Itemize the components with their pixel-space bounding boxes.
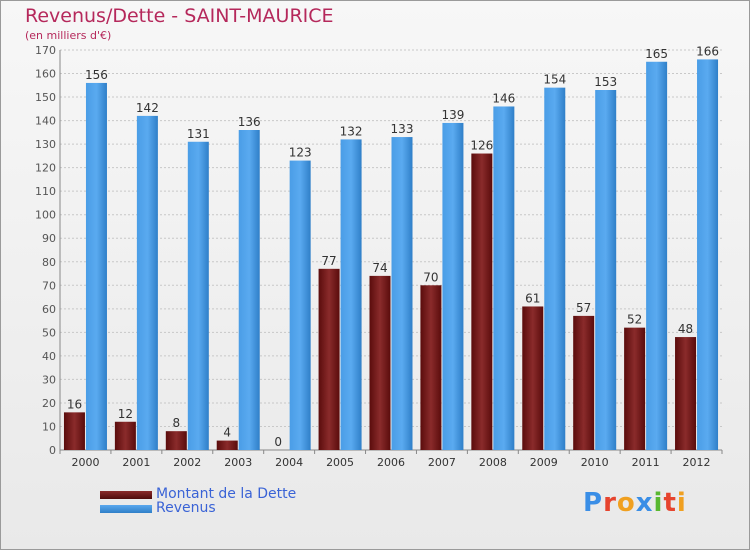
bar-revenus bbox=[595, 90, 617, 450]
data-label-revenus: 131 bbox=[187, 127, 210, 141]
legend-swatch-revenus bbox=[100, 505, 152, 513]
bar-revenus bbox=[187, 141, 209, 450]
data-label-revenus: 146 bbox=[492, 91, 515, 105]
legend-label-dette: Montant de la Dette bbox=[156, 486, 297, 502]
bar-revenus bbox=[544, 87, 566, 450]
y-tick-label: 30 bbox=[42, 373, 56, 386]
data-label-dette: 57 bbox=[576, 301, 591, 315]
data-label-revenus: 132 bbox=[340, 124, 363, 138]
y-tick-label: 70 bbox=[42, 279, 56, 292]
x-tick-label: 2002 bbox=[173, 456, 201, 469]
proxiti-logo: Proxiti bbox=[583, 488, 687, 518]
bar-revenus bbox=[289, 160, 311, 450]
data-label-dette: 77 bbox=[321, 254, 336, 268]
data-label-revenus: 123 bbox=[289, 146, 312, 160]
bar-revenus bbox=[493, 106, 515, 451]
bar-revenus bbox=[646, 61, 668, 450]
bar-dette bbox=[63, 412, 85, 450]
data-label-dette: 61 bbox=[525, 291, 540, 305]
bar-revenus bbox=[136, 115, 158, 450]
bar-dette bbox=[114, 421, 136, 450]
chart-subtitle: (en milliers d'€) bbox=[25, 29, 112, 42]
y-tick-label: 90 bbox=[42, 232, 56, 245]
bar-dette bbox=[522, 306, 544, 450]
data-label-revenus: 165 bbox=[645, 47, 668, 61]
data-label-dette: 4 bbox=[223, 426, 231, 440]
x-tick-label: 2008 bbox=[479, 456, 507, 469]
bar-revenus bbox=[340, 139, 362, 451]
y-tick-label: 40 bbox=[42, 350, 56, 363]
y-tick-label: 100 bbox=[35, 209, 56, 222]
legend-label-revenus: Revenus bbox=[156, 500, 216, 516]
x-tick-label: 2006 bbox=[377, 456, 405, 469]
y-tick-label: 140 bbox=[35, 115, 56, 128]
data-label-revenus: 153 bbox=[594, 75, 617, 89]
data-label-dette: 12 bbox=[118, 407, 133, 421]
data-label-revenus: 166 bbox=[696, 44, 719, 58]
x-tick-label: 2012 bbox=[683, 456, 711, 469]
x-tick-label: 2010 bbox=[581, 456, 609, 469]
data-label-dette: 48 bbox=[678, 322, 693, 336]
y-tick-label: 150 bbox=[35, 91, 56, 104]
y-tick-label: 160 bbox=[35, 68, 56, 81]
x-tick-label: 2009 bbox=[530, 456, 558, 469]
data-label-dette: 74 bbox=[372, 261, 387, 275]
bar-dette bbox=[369, 275, 391, 450]
bar-dette bbox=[216, 440, 238, 450]
y-tick-label: 60 bbox=[42, 303, 56, 316]
x-tick-label: 2003 bbox=[224, 456, 252, 469]
data-label-dette: 0 bbox=[274, 435, 282, 449]
y-tick-label: 170 bbox=[35, 44, 56, 57]
data-label-dette: 52 bbox=[627, 313, 642, 327]
data-label-revenus: 142 bbox=[136, 101, 159, 115]
data-label-revenus: 154 bbox=[543, 73, 566, 87]
bar-revenus bbox=[442, 122, 464, 451]
y-tick-label: 10 bbox=[42, 420, 56, 433]
x-tick-label: 2007 bbox=[428, 456, 456, 469]
y-tick-label: 20 bbox=[42, 397, 56, 410]
data-label-dette: 16 bbox=[67, 397, 82, 411]
x-tick-label: 2001 bbox=[122, 456, 150, 469]
bar-dette bbox=[165, 431, 187, 450]
plot-area bbox=[60, 50, 722, 450]
bar-dette bbox=[573, 315, 595, 450]
bar-dette bbox=[624, 327, 646, 450]
data-label-dette: 126 bbox=[470, 139, 493, 153]
x-tick-label: 2005 bbox=[326, 456, 354, 469]
chart-title: Revenus/Dette - SAINT-MAURICE bbox=[25, 5, 334, 27]
y-tick-label: 120 bbox=[35, 162, 56, 175]
bar-dette bbox=[675, 337, 697, 450]
data-label-revenus: 156 bbox=[85, 68, 108, 82]
x-tick-label: 2000 bbox=[71, 456, 99, 469]
bar-revenus bbox=[697, 59, 719, 450]
bar-dette bbox=[318, 268, 340, 450]
data-label-revenus: 136 bbox=[238, 115, 261, 129]
y-tick-label: 130 bbox=[35, 138, 56, 151]
bar-dette bbox=[420, 285, 442, 450]
y-tick-label: 110 bbox=[35, 185, 56, 198]
bar-revenus bbox=[391, 137, 413, 450]
x-tick-label: 2011 bbox=[632, 456, 660, 469]
data-label-dette: 8 bbox=[172, 416, 180, 430]
legend-swatch-dette bbox=[100, 491, 152, 499]
y-tick-label: 0 bbox=[49, 444, 56, 457]
data-label-revenus: 133 bbox=[391, 122, 414, 136]
data-label-revenus: 139 bbox=[441, 108, 464, 122]
y-tick-label: 50 bbox=[42, 326, 56, 339]
data-label-dette: 70 bbox=[423, 270, 438, 284]
y-tick-label: 80 bbox=[42, 256, 56, 269]
bar-revenus bbox=[238, 130, 260, 450]
bar-revenus bbox=[85, 82, 107, 451]
x-tick-label: 2004 bbox=[275, 456, 303, 469]
bar-dette bbox=[471, 153, 493, 450]
